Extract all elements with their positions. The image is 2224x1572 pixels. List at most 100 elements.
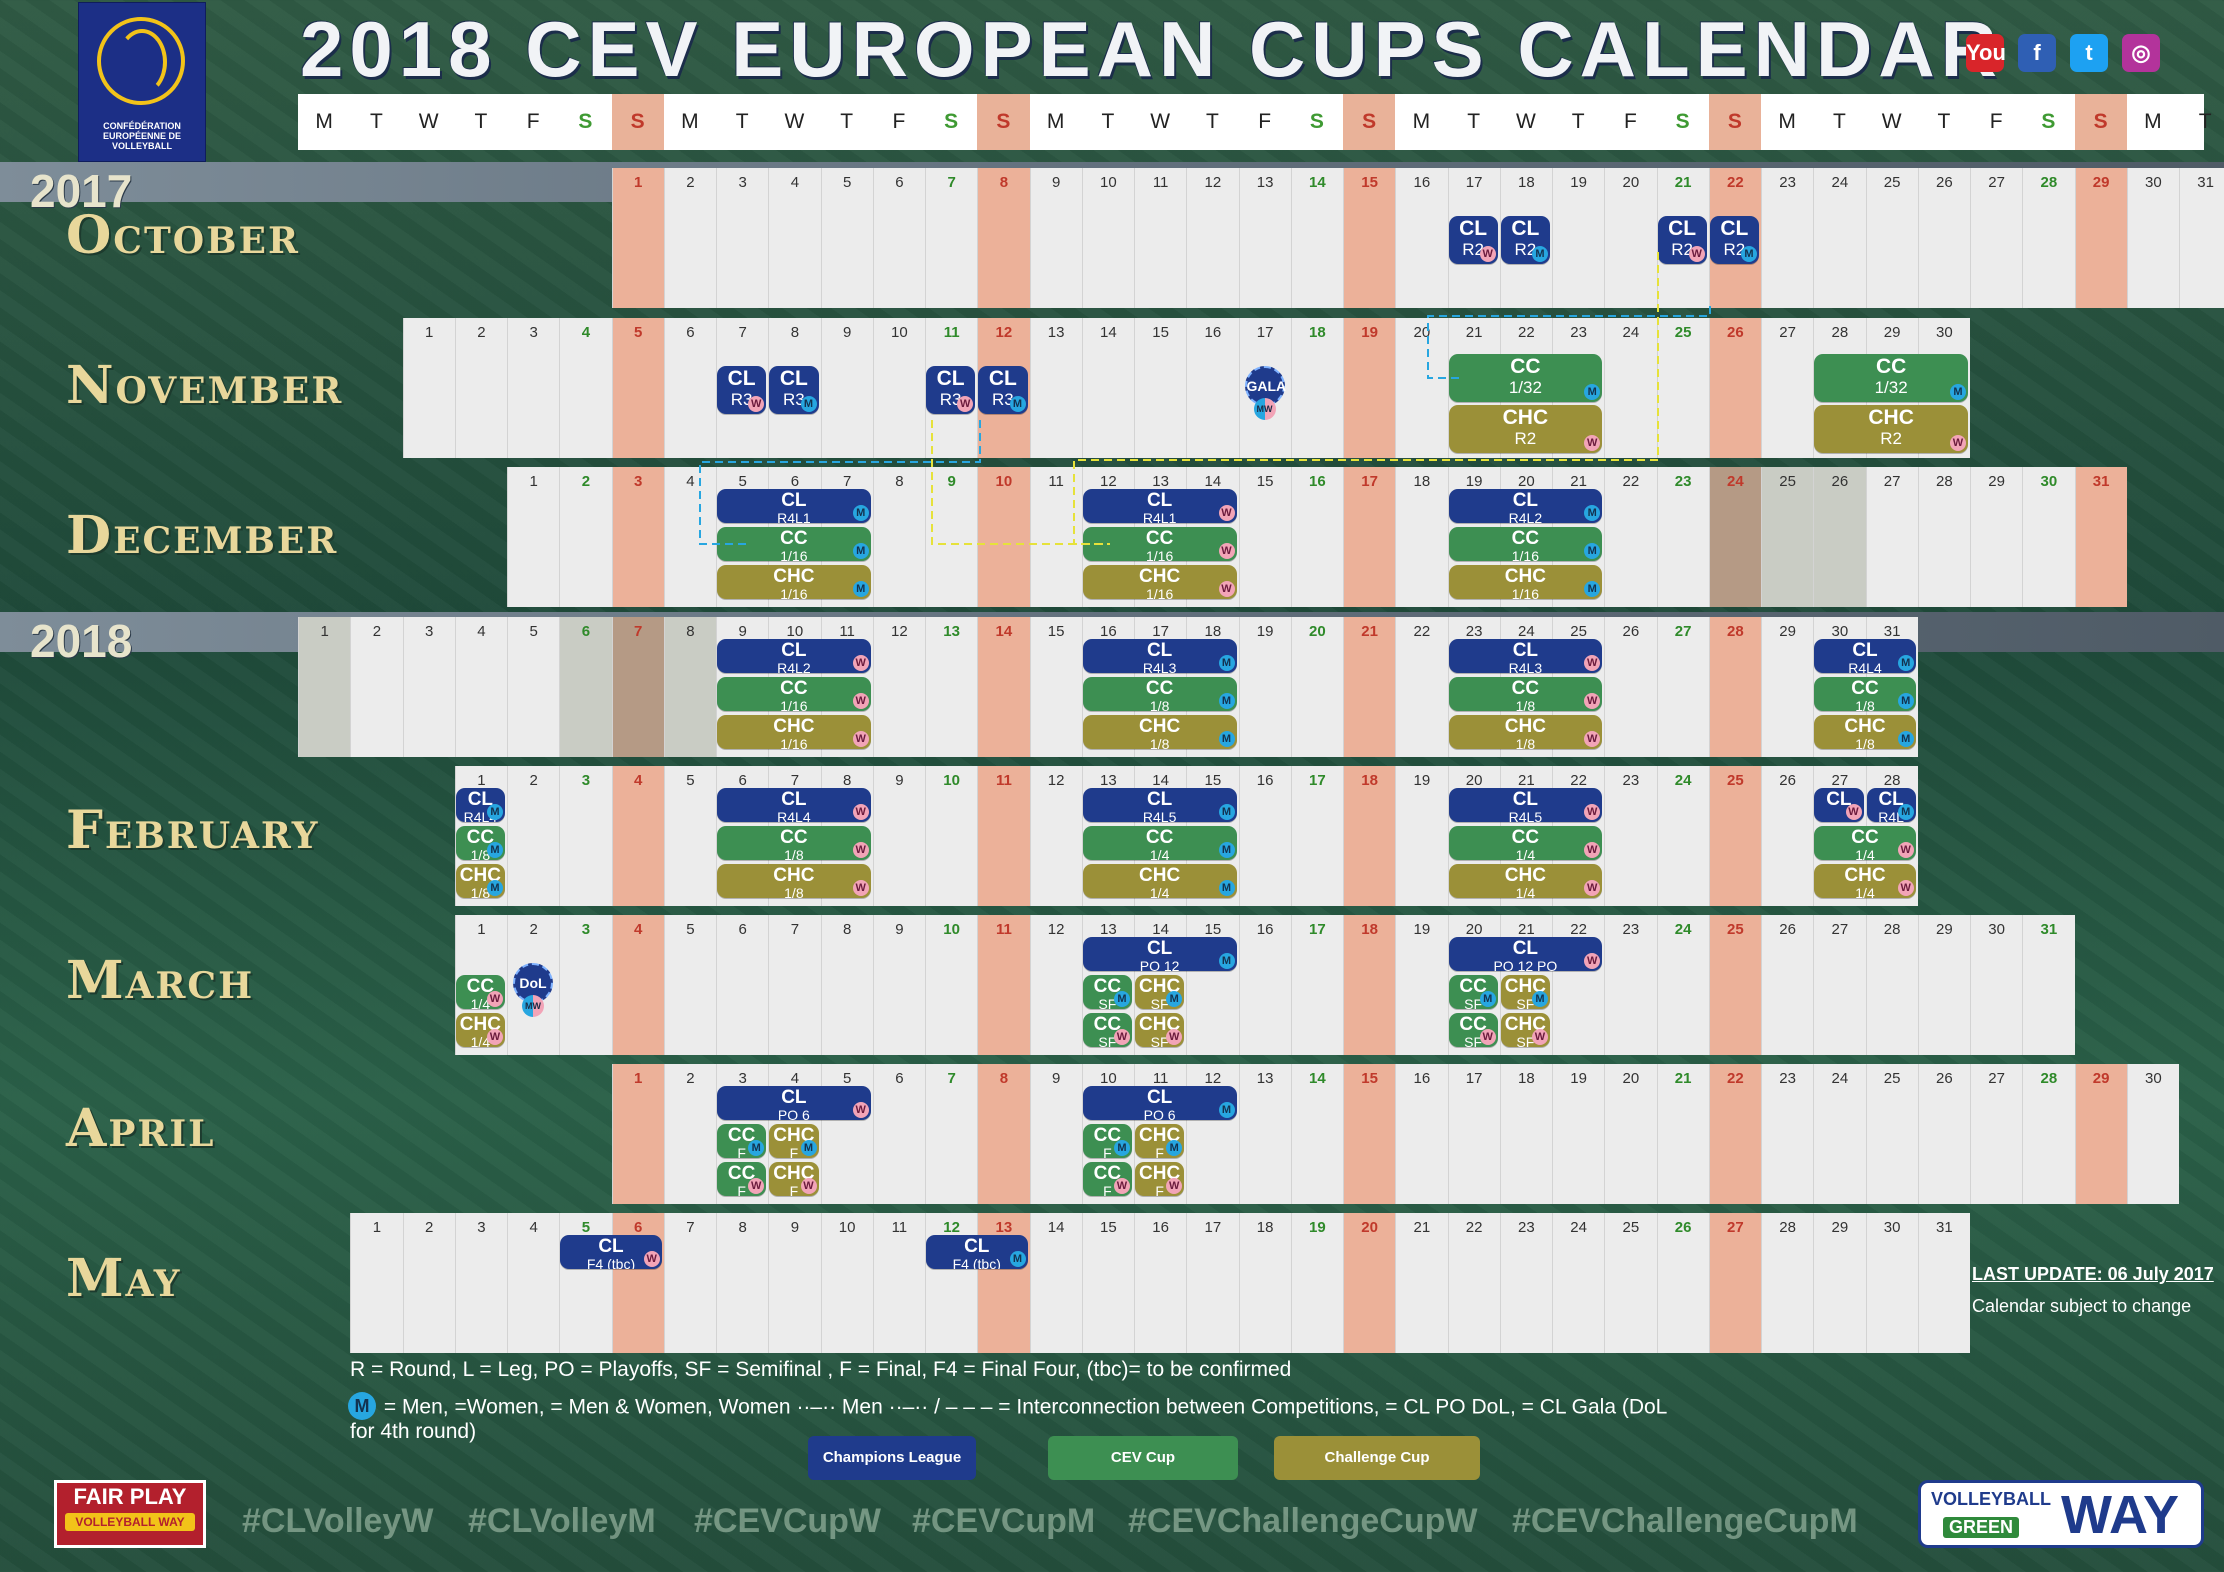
event-chc[interactable]: CHC 1/8 M — [1082, 715, 1237, 749]
day-cell: 7 — [925, 168, 978, 308]
event-cl[interactable]: CL R2 M — [1709, 216, 1759, 264]
day-cell: 1 — [611, 168, 664, 308]
event-cc[interactable]: CC 1/16 M — [1448, 527, 1603, 561]
event-chc[interactable]: CHC SF W — [1500, 1013, 1550, 1047]
day-number: 2 — [424, 1219, 434, 1236]
day-number: 8 — [895, 473, 904, 490]
day-number: 4 — [477, 623, 486, 640]
event-cc[interactable]: CC SF W — [1082, 1013, 1132, 1047]
women-badge-icon: W — [1166, 1178, 1183, 1194]
event-cl[interactable]: CL R4L M — [1866, 788, 1916, 822]
event-chc[interactable]: CHC SF W — [1135, 1013, 1185, 1047]
event-cc[interactable]: CC 1/16 W — [1082, 527, 1237, 561]
fair-play-subtitle: VOLLEYBALL WAY — [65, 1513, 195, 1531]
event-chc[interactable]: CHC 1/8 M — [1814, 715, 1916, 749]
event-chc[interactable]: CHC 1/4 M — [1082, 864, 1237, 898]
event-chc[interactable]: CHC SF M — [1135, 975, 1185, 1009]
twitter-icon[interactable]: t — [2070, 34, 2108, 72]
event-cl[interactable]: CL R4L4 W — [717, 788, 871, 822]
day-number: 3 — [581, 772, 591, 789]
pin-marker-icon[interactable]: GALA MW — [1242, 366, 1288, 420]
event-cc[interactable]: CC 1/32 M — [1814, 354, 1968, 402]
event-cl[interactable]: CL F4 (tbc) M — [926, 1235, 1028, 1269]
event-cl[interactable]: CL R3 M — [978, 366, 1028, 414]
day-cell: 28 — [2022, 1064, 2075, 1204]
event-cc[interactable]: CC 1/32 M — [1448, 354, 1603, 402]
event-cl[interactable]: CL R2 W — [1448, 216, 1498, 264]
event-chc[interactable]: CHC 1/8 W — [1448, 715, 1603, 749]
event-cc[interactable]: CC 1/4 W — [455, 975, 505, 1009]
event-chc[interactable]: CHC 1/4 W — [1814, 864, 1916, 898]
event-chc[interactable]: CHC F M — [769, 1124, 819, 1158]
event-cl[interactable]: CL PO 6 W — [717, 1086, 871, 1120]
event-cc[interactable]: CC 1/8 W — [1448, 677, 1603, 711]
day-cell: 17 — [1290, 766, 1343, 906]
event-chc[interactable]: CHC 1/16 M — [717, 565, 871, 599]
event-cl[interactable]: CL R4L2 M — [1448, 489, 1603, 523]
event-cl[interactable]: CL R4L3 W — [1448, 639, 1603, 673]
event-cc[interactable]: CC 1/4 M — [1082, 826, 1237, 860]
event-cc[interactable]: CC F W — [717, 1162, 767, 1196]
day-number: 16 — [1100, 623, 1117, 640]
event-cc[interactable]: CC 1/16 W — [717, 677, 871, 711]
event-cc[interactable]: CC F W — [1082, 1162, 1132, 1196]
event-cl[interactable]: CL R4L3 M — [1082, 639, 1237, 673]
event-chc[interactable]: CHC SF M — [1500, 975, 1550, 1009]
event-chc[interactable]: CHC R2 W — [1448, 405, 1603, 453]
event-cc[interactable]: CC 1/8 W — [717, 826, 871, 860]
event-cl[interactable]: CL R2 M — [1500, 216, 1550, 264]
youtube-icon[interactable]: You — [1966, 34, 2006, 72]
event-chc[interactable]: CHC 1/8 M — [455, 864, 505, 898]
event-chc[interactable]: CHC 1/4 W — [455, 1013, 505, 1047]
event-chc[interactable]: CHC 1/16 W — [717, 715, 871, 749]
event-chc[interactable]: CHC F W — [1135, 1162, 1185, 1196]
event-cl[interactable]: CL R3 W — [717, 366, 767, 414]
event-cc[interactable]: CC 1/4 W — [1448, 826, 1603, 860]
event-cl[interactable]: CL R3 M — [769, 366, 819, 414]
event-cl[interactable]: CL W — [1814, 788, 1864, 822]
day-cell: 2 — [663, 1064, 716, 1204]
event-cl[interactable]: CL R4L2 W — [717, 639, 871, 673]
event-cc[interactable]: CC 1/4 W — [1814, 826, 1916, 860]
event-cl[interactable]: CL F4 (tbc) W — [560, 1235, 662, 1269]
facebook-icon[interactable]: f — [2018, 34, 2056, 72]
event-chc[interactable]: CHC R2 W — [1814, 405, 1968, 453]
event-cl[interactable]: CL R3 W — [926, 366, 976, 414]
event-cl[interactable]: CL PO 12 M — [1082, 937, 1237, 971]
day-number: 21 — [1674, 1070, 1692, 1087]
event-chc[interactable]: CHC F W — [769, 1162, 819, 1196]
day-cell: 6 — [872, 1064, 925, 1204]
event-cl[interactable]: CL R4L4 M — [455, 788, 505, 822]
day-number: 14 — [995, 623, 1013, 640]
event-cl[interactable]: CL R2 W — [1657, 216, 1707, 264]
event-chc[interactable]: CHC 1/16 W — [1082, 565, 1237, 599]
day-cell: 4 — [768, 168, 821, 308]
event-cc[interactable]: CC SF W — [1448, 1013, 1498, 1047]
event-cl[interactable]: CL R4L1 M — [717, 489, 871, 523]
event-cl[interactable]: CL R4L5 M — [1082, 788, 1237, 822]
event-cc[interactable]: CC SF M — [1448, 975, 1498, 1009]
event-cl[interactable]: CL PO 12 PO W — [1448, 937, 1603, 971]
event-cl[interactable]: CL R4L1 W — [1082, 489, 1237, 523]
event-cl[interactable]: CL R4L4 M — [1814, 639, 1916, 673]
event-cc[interactable]: CC SF M — [1082, 975, 1132, 1009]
day-cell: 4 — [611, 915, 664, 1055]
event-cc[interactable]: CC F M — [1082, 1124, 1132, 1158]
event-cl[interactable]: CL R4L5 W — [1448, 788, 1603, 822]
event-chc[interactable]: CHC 1/16 M — [1448, 565, 1603, 599]
event-cc[interactable]: CC 1/8 M — [1082, 677, 1237, 711]
day-cell: 1 — [611, 1064, 664, 1204]
event-cc[interactable]: CC 1/8 M — [455, 826, 505, 860]
event-chc[interactable]: CHC F M — [1135, 1124, 1185, 1158]
event-cc[interactable]: CC 1/8 M — [1814, 677, 1916, 711]
instagram-icon[interactable]: ◎ — [2122, 34, 2160, 72]
event-cc[interactable]: CC 1/16 M — [717, 527, 871, 561]
event-cc[interactable]: CC F M — [717, 1124, 767, 1158]
event-cl[interactable]: CL PO 6 M — [1082, 1086, 1237, 1120]
pin-marker-icon[interactable]: DoL MW — [510, 963, 556, 1017]
event-chc[interactable]: CHC 1/4 W — [1448, 864, 1603, 898]
day-cell: 24 — [1813, 168, 1866, 308]
event-chc[interactable]: CHC 1/8 W — [717, 864, 871, 898]
event-title: CL — [1512, 490, 1539, 511]
day-number: 12 — [1047, 772, 1065, 789]
